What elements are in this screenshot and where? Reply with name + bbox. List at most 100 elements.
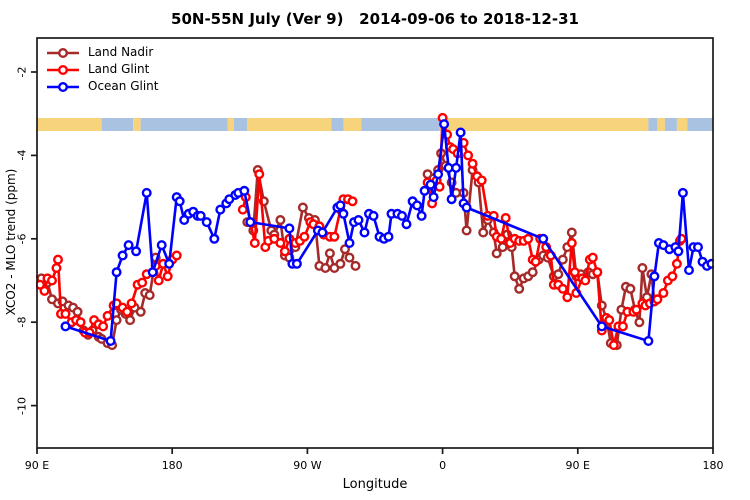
x-tick-label: 0 [439, 459, 447, 472]
y-tick-label: -10 [15, 396, 29, 415]
data-point [156, 240, 167, 251]
x-axis-title: Longitude [342, 477, 408, 492]
data-point [123, 240, 134, 251]
data-point [677, 187, 688, 198]
data-point [174, 196, 185, 207]
data-point [527, 267, 538, 278]
band-segment-land [133, 118, 141, 131]
data-point [566, 227, 577, 238]
data-point [684, 265, 695, 276]
data-point [693, 242, 704, 253]
band-segment-ocean [648, 118, 658, 131]
data-point [643, 336, 654, 347]
data-point [497, 242, 508, 253]
data-point [509, 271, 520, 282]
data-point [320, 263, 331, 274]
legend-item-land-nadir: Land Nadir [46, 44, 158, 61]
legend-item-ocean-glint: Ocean Glint [46, 78, 158, 95]
x-tick-label: 180 [702, 459, 724, 472]
data-point [340, 244, 351, 255]
data-point [608, 340, 619, 351]
data-point [671, 258, 682, 269]
y-tick-label: -4 [15, 149, 29, 161]
band-segment-land [657, 118, 665, 131]
data-point [446, 194, 457, 205]
data-point [383, 231, 394, 242]
data-point [566, 237, 577, 248]
data-point [530, 256, 541, 267]
legend-marker-icon [47, 64, 79, 75]
data-point [137, 277, 148, 288]
data-point [596, 321, 607, 332]
data-point [195, 210, 206, 221]
data-point [604, 315, 615, 326]
data-point [164, 258, 175, 269]
band-segment-land [37, 118, 102, 131]
data-point [673, 246, 684, 257]
data-point [144, 290, 155, 301]
data-point [122, 306, 133, 317]
data-point [451, 162, 462, 173]
data-point [667, 271, 678, 282]
data-point [368, 210, 379, 221]
data-point [171, 250, 182, 261]
data-point [569, 267, 580, 278]
data-point [237, 204, 248, 215]
x-tick-label: 90 E [24, 459, 50, 472]
data-point [324, 248, 335, 259]
data-point [478, 227, 489, 238]
data-point [329, 231, 340, 242]
data-point [496, 233, 507, 244]
data-point [412, 200, 423, 211]
data-point [317, 227, 328, 238]
x-tick-label: 90 E [565, 459, 591, 472]
data-point [557, 254, 568, 265]
legend-label: Ocean Glint [88, 79, 159, 93]
band-segment-ocean [331, 118, 344, 131]
data-point [153, 275, 164, 286]
data-point [117, 250, 128, 261]
legend-marker-icon [47, 47, 79, 58]
data-point [416, 210, 427, 221]
data-point [580, 275, 591, 286]
data-point [562, 292, 573, 303]
data-point [245, 217, 256, 228]
data-point [587, 252, 598, 263]
data-point [141, 187, 152, 198]
data-point [500, 212, 511, 223]
plot-contents [36, 112, 714, 351]
x-tick-label: 180 [161, 459, 183, 472]
data-point [239, 185, 250, 196]
legend-marker-icon [47, 81, 79, 92]
data-point [53, 254, 64, 265]
band-segment-land [343, 118, 362, 131]
data-point [425, 179, 436, 190]
data-point [275, 237, 286, 248]
data-point [60, 321, 71, 332]
data-point [51, 263, 62, 274]
data-point [215, 204, 226, 215]
data-point [476, 175, 487, 186]
data-point [491, 248, 502, 259]
data-point [461, 225, 472, 236]
data-point [634, 317, 645, 328]
data-point [631, 304, 642, 315]
legend: Land Nadir Land Glint Ocean Glint [46, 44, 158, 95]
data-point [463, 150, 474, 161]
data-point [126, 298, 137, 309]
band-segment-land [676, 118, 688, 131]
data-point [557, 283, 568, 294]
data-point [299, 231, 310, 242]
data-point [344, 252, 355, 263]
data-point [428, 192, 439, 203]
data-point [433, 169, 444, 180]
data-point [553, 269, 564, 280]
data-point [105, 336, 116, 347]
data-point [275, 214, 286, 225]
data-point [147, 267, 158, 278]
band-segment-land [227, 118, 234, 131]
data-point [201, 217, 212, 228]
data-point [179, 214, 190, 225]
